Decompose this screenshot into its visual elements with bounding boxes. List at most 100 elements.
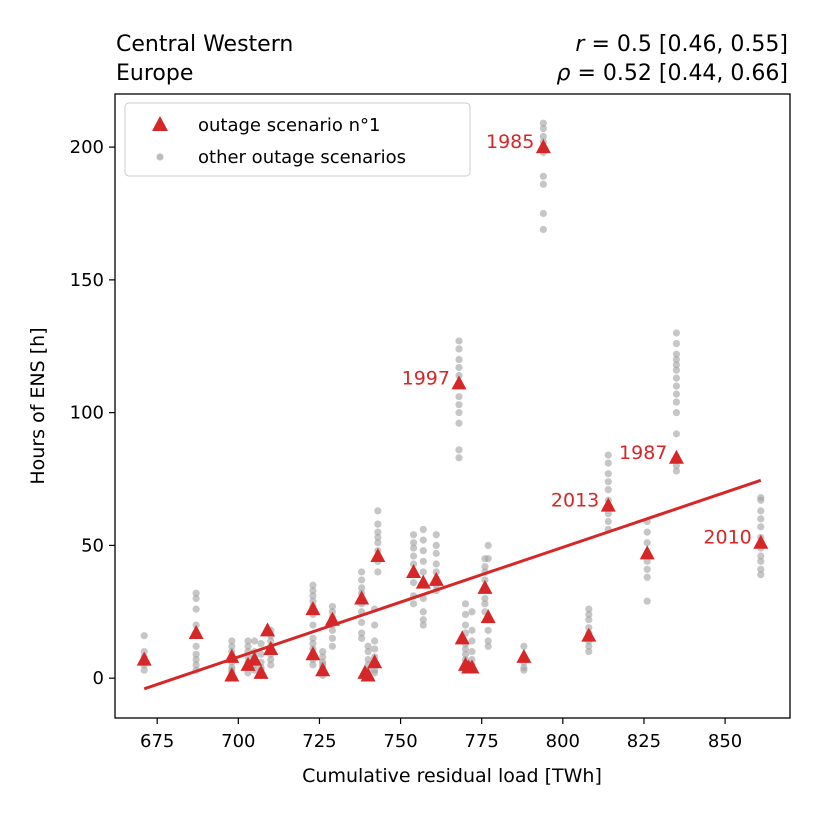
other-scenario-point bbox=[140, 632, 148, 640]
other-scenario-point bbox=[409, 600, 418, 608]
other-scenario-point bbox=[455, 337, 463, 345]
other-scenario-point bbox=[358, 576, 366, 584]
other-scenario-point bbox=[319, 653, 327, 661]
main-scenario-point bbox=[247, 651, 263, 666]
other-scenario-point bbox=[539, 124, 547, 133]
other-scenario-point bbox=[374, 539, 382, 547]
pearson-r-symbol: r bbox=[575, 32, 586, 57]
other-scenario-point bbox=[309, 634, 317, 642]
other-scenario-point bbox=[757, 515, 765, 523]
year-annotation: 1997 bbox=[402, 367, 450, 389]
y-tick-label: 200 bbox=[70, 137, 104, 158]
main-scenario-point bbox=[367, 654, 383, 669]
other-scenario-point bbox=[419, 525, 427, 534]
other-scenario-point bbox=[432, 549, 440, 557]
other-scenario-point bbox=[250, 637, 259, 645]
other-scenario-point bbox=[419, 536, 427, 544]
other-scenario-point bbox=[604, 459, 612, 467]
main-scenario-point bbox=[516, 648, 532, 663]
main-scenario-point bbox=[136, 651, 152, 666]
other-scenario-point bbox=[432, 531, 440, 539]
other-scenario-point bbox=[228, 642, 236, 650]
other-scenario-point bbox=[585, 642, 593, 650]
other-scenario-point bbox=[364, 648, 372, 656]
other-scenario-point bbox=[192, 655, 200, 664]
other-scenario-point bbox=[468, 637, 476, 645]
main-scenario-point bbox=[370, 548, 386, 563]
other-scenario-point bbox=[358, 629, 366, 637]
other-scenario-point bbox=[192, 642, 200, 650]
other-scenario-point bbox=[643, 597, 651, 605]
x-tick-label: 800 bbox=[546, 731, 580, 752]
main-scenario-point bbox=[415, 574, 431, 589]
other-scenario-point bbox=[244, 637, 252, 645]
other-scenario-point bbox=[328, 642, 337, 650]
regression-line bbox=[143, 478, 762, 691]
main-scenario-point bbox=[454, 630, 470, 645]
other-scenario-point bbox=[419, 621, 427, 629]
other-scenario-point bbox=[455, 345, 463, 353]
main-scenario-point bbox=[188, 625, 204, 640]
main-scenario-point bbox=[477, 579, 493, 594]
y-tick-label: 150 bbox=[70, 270, 104, 291]
other-scenario-point bbox=[468, 626, 476, 634]
other-scenario-point bbox=[539, 172, 547, 180]
other-scenario-point bbox=[604, 478, 612, 486]
main-scenario-point bbox=[451, 375, 467, 390]
main-scenario-point bbox=[360, 667, 376, 682]
other-scenario-point bbox=[643, 539, 651, 547]
other-scenario-point bbox=[419, 547, 427, 555]
year-annotation: 1987 bbox=[619, 442, 667, 464]
other-scenario-point bbox=[461, 621, 470, 629]
other-scenario-point bbox=[757, 496, 765, 504]
other-scenario-point bbox=[604, 451, 612, 459]
other-scenario-point bbox=[539, 225, 547, 234]
other-scenario-point bbox=[358, 584, 366, 592]
other-scenario-point bbox=[140, 666, 148, 674]
other-scenario-point bbox=[328, 626, 337, 634]
spearman-rho-symbol: ρ bbox=[557, 61, 571, 86]
other-scenario-point bbox=[328, 634, 337, 642]
main-scenario-point bbox=[428, 571, 444, 586]
other-scenario-point bbox=[484, 626, 492, 634]
other-scenario-point bbox=[672, 462, 681, 470]
other-scenario-point bbox=[309, 586, 317, 595]
other-scenario-point bbox=[539, 119, 547, 127]
x-axis-label: Cumulative residual load [TWh] bbox=[302, 765, 602, 787]
other-scenario-point bbox=[419, 594, 427, 603]
spearman-rho-value: = 0.52 [0.44, 0.66] bbox=[570, 61, 788, 86]
main-scenario-point bbox=[315, 662, 331, 677]
other-scenario-point bbox=[461, 600, 470, 608]
other-scenario-point bbox=[374, 568, 382, 576]
other-scenario-point bbox=[757, 571, 765, 579]
other-scenario-point bbox=[672, 390, 681, 398]
other-scenario-point bbox=[585, 648, 593, 656]
legend-label-main: outage scenario n°1 bbox=[198, 115, 381, 136]
other-scenario-point bbox=[468, 648, 476, 656]
other-scenario-point bbox=[309, 640, 317, 648]
other-scenario-point bbox=[539, 132, 547, 141]
other-scenario-point bbox=[461, 650, 470, 658]
main-scenario-point bbox=[581, 627, 597, 642]
main-scenario-point bbox=[354, 590, 370, 605]
main-scenario-layer bbox=[136, 139, 769, 682]
other-scenario-point bbox=[244, 669, 252, 677]
legend-circle-marker bbox=[156, 153, 164, 161]
other-scenario-point bbox=[539, 209, 547, 218]
other-scenario-point bbox=[192, 589, 200, 597]
y-axis-ticks: 0 50 100 150 200 bbox=[70, 137, 115, 689]
other-scenario-point bbox=[371, 645, 379, 653]
other-scenario-point bbox=[672, 374, 681, 382]
main-scenario-point bbox=[305, 646, 321, 661]
other-scenario-point bbox=[672, 430, 681, 438]
other-scenario-point bbox=[484, 637, 492, 645]
other-scenario-point bbox=[419, 616, 427, 624]
y-tick-label: 50 bbox=[81, 535, 104, 556]
other-scenario-point bbox=[484, 541, 492, 550]
y-tick-label: 100 bbox=[70, 403, 104, 424]
other-scenario-point bbox=[364, 642, 372, 650]
spearman-rho-stat: ρ = 0.52 [0.44, 0.66] bbox=[557, 61, 789, 86]
other-scenario-point bbox=[192, 650, 200, 658]
other-scenario-point bbox=[468, 608, 476, 616]
other-scenario-point bbox=[672, 398, 681, 406]
